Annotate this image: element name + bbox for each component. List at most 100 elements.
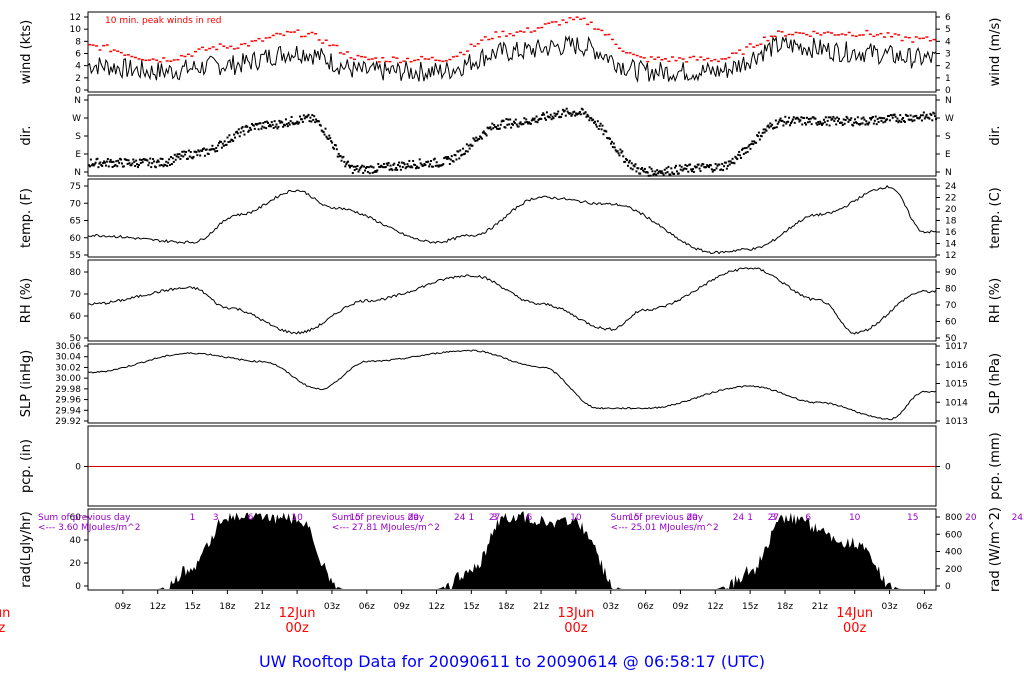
time-tick-label: 12z	[150, 602, 166, 612]
direction-point	[366, 170, 369, 173]
direction-point	[370, 165, 373, 168]
peak-wind-mark	[872, 35, 876, 38]
direction-point	[856, 116, 859, 119]
direction-point	[481, 131, 484, 134]
direction-point	[626, 164, 629, 167]
direction-point	[288, 123, 291, 126]
direction-point	[728, 163, 731, 166]
left-tick-label: 6	[75, 50, 81, 60]
right-tick-label: 50	[945, 334, 957, 344]
direction-point	[332, 147, 335, 150]
left-tick-label: E	[75, 150, 81, 160]
peak-wind-mark	[144, 59, 148, 62]
peak-wind-mark	[381, 56, 385, 59]
direction-point	[700, 164, 703, 167]
direction-point	[482, 130, 485, 133]
peak-wind-mark	[780, 31, 784, 33]
direction-point	[569, 112, 572, 115]
direction-point	[120, 162, 123, 165]
direction-point	[799, 119, 802, 122]
direction-point	[88, 165, 91, 168]
direction-point	[879, 116, 882, 119]
direction-point	[646, 171, 649, 174]
peak-wind-mark	[557, 24, 561, 26]
direction-point	[218, 141, 221, 144]
direction-point	[815, 122, 818, 125]
direction-point	[509, 118, 512, 121]
rad-hour-tick-label: 15	[349, 513, 360, 523]
peak-wind-mark	[932, 38, 936, 41]
direction-point	[924, 115, 927, 118]
direction-point	[804, 121, 807, 124]
left-axis-label: pcp. (in)	[19, 439, 34, 493]
peak-wind-mark	[398, 61, 402, 64]
peak-wind-mark	[656, 56, 660, 59]
peak-wind-mark	[444, 60, 448, 62]
direction-point	[422, 164, 425, 167]
direction-point	[466, 150, 469, 153]
peak-wind-mark	[847, 31, 851, 34]
direction-point	[565, 107, 568, 110]
direction-point	[196, 154, 199, 157]
direction-point	[99, 161, 102, 164]
time-tick-label: 06z	[916, 602, 932, 612]
peak-wind-mark	[289, 31, 293, 33]
peak-wind-mark	[512, 34, 515, 37]
direction-point	[730, 161, 733, 164]
peak-wind-mark	[755, 44, 759, 47]
peak-wind-mark	[469, 43, 473, 46]
direction-point	[412, 159, 415, 162]
direction-point	[893, 113, 896, 116]
peak-wind-mark	[787, 33, 791, 36]
left-tick-label: 30.02	[55, 363, 81, 373]
direction-point	[852, 124, 855, 127]
direction-point	[827, 116, 830, 119]
direction-point	[414, 163, 417, 166]
right-tick-label: 1015	[945, 380, 968, 390]
direction-point	[577, 112, 580, 115]
direction-point	[274, 125, 277, 128]
direction-point	[654, 170, 657, 173]
direction-point	[819, 120, 822, 123]
direction-point	[883, 117, 886, 120]
direction-point	[722, 169, 725, 172]
direction-point	[199, 154, 202, 157]
peak-wind-mark	[314, 33, 318, 35]
rad-hour-tick-label: 1	[747, 513, 753, 523]
direction-point	[216, 150, 219, 153]
peak-wind-mark	[709, 60, 713, 62]
direction-point	[838, 117, 841, 120]
peak-wind-mark	[165, 60, 169, 62]
direction-point	[736, 158, 739, 161]
direction-point	[407, 165, 410, 168]
direction-point	[317, 120, 320, 123]
peak-wind-mark	[519, 30, 523, 33]
direction-point	[133, 160, 136, 163]
direction-point	[329, 137, 332, 140]
left-tick-label: 75	[70, 182, 81, 192]
peak-wind-mark	[218, 43, 222, 45]
peak-wind-mark	[158, 61, 162, 63]
direction-point	[361, 164, 364, 167]
peak-wind-mark	[639, 56, 643, 58]
direction-point	[658, 170, 661, 173]
direction-point	[502, 119, 505, 122]
direction-point	[847, 120, 850, 123]
direction-point	[537, 119, 540, 122]
peak-wind-mark	[215, 48, 219, 51]
direction-point	[286, 125, 289, 128]
direction-point	[228, 134, 231, 137]
direction-point	[484, 133, 487, 136]
direction-point	[325, 135, 328, 138]
direction-point	[594, 123, 597, 126]
direction-point	[609, 142, 612, 145]
direction-point	[570, 114, 573, 117]
direction-point	[544, 117, 547, 120]
panel-frame	[87, 259, 937, 342]
direction-point	[270, 121, 273, 124]
direction-point	[710, 168, 713, 171]
peak-wind-mark	[229, 45, 233, 48]
direction-point	[455, 158, 458, 161]
direction-point	[650, 167, 653, 170]
